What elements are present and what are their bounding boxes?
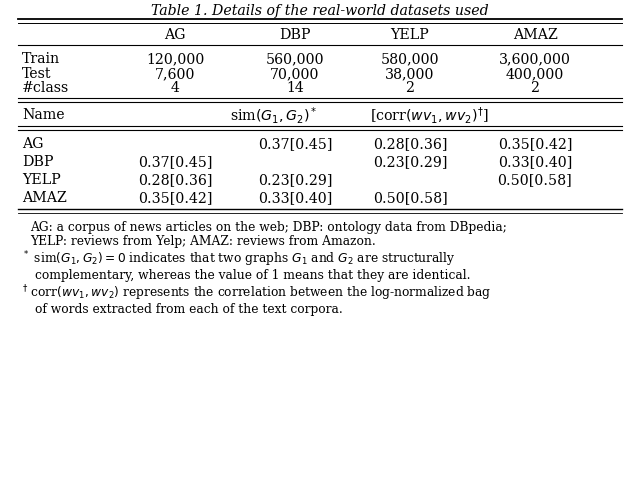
Text: 70,000: 70,000 (270, 67, 320, 81)
Text: 0.35[0.42]: 0.35[0.42] (138, 191, 212, 205)
Text: AMAZ: AMAZ (513, 28, 557, 42)
Text: Name: Name (22, 108, 65, 122)
Text: 0.37[0.45]: 0.37[0.45] (258, 137, 332, 151)
Text: #class: #class (22, 81, 69, 95)
Text: [corr$(wv_1,wv_2)^{\dagger}$]: [corr$(wv_1,wv_2)^{\dagger}$] (370, 104, 489, 125)
Text: 2: 2 (406, 81, 415, 95)
Text: 580,000: 580,000 (381, 52, 439, 66)
Text: AG: AG (22, 137, 44, 151)
Text: 0.50[0.58]: 0.50[0.58] (498, 173, 572, 187)
Text: 2: 2 (531, 81, 540, 95)
Text: $^{\dagger}$ corr$(wv_1,wv_2)$ represents the correlation between the log-normal: $^{\dagger}$ corr$(wv_1,wv_2)$ represent… (22, 283, 492, 303)
Text: YELP: reviews from Yelp; AMAZ: reviews from Amazon.: YELP: reviews from Yelp; AMAZ: reviews f… (30, 236, 376, 248)
Text: 0.33[0.40]: 0.33[0.40] (258, 191, 332, 205)
Text: 7,600: 7,600 (155, 67, 195, 81)
Text: 0.23[0.29]: 0.23[0.29] (372, 155, 447, 169)
Text: 0.37[0.45]: 0.37[0.45] (138, 155, 212, 169)
Text: DBP: DBP (279, 28, 311, 42)
Text: 38,000: 38,000 (385, 67, 435, 81)
Text: AG: a corpus of news articles on the web; DBP: ontology data from DBpedia;: AG: a corpus of news articles on the web… (30, 221, 507, 233)
Text: 400,000: 400,000 (506, 67, 564, 81)
Text: AG: AG (164, 28, 186, 42)
Text: Table 1. Details of the real-world datasets used: Table 1. Details of the real-world datas… (151, 4, 489, 18)
Text: Test: Test (22, 67, 51, 81)
Text: 3,600,000: 3,600,000 (499, 52, 571, 66)
Text: complementary, whereas the value of 1 means that they are identical.: complementary, whereas the value of 1 me… (35, 268, 470, 282)
Text: 0.28[0.36]: 0.28[0.36] (138, 173, 212, 187)
Text: sim$(G_1,G_2)^*$: sim$(G_1,G_2)^*$ (230, 104, 317, 125)
Text: 560,000: 560,000 (266, 52, 324, 66)
Text: Train: Train (22, 52, 60, 66)
Text: of words extracted from each of the text corpora.: of words extracted from each of the text… (35, 303, 343, 316)
Text: 0.33[0.40]: 0.33[0.40] (498, 155, 572, 169)
Text: 0.23[0.29]: 0.23[0.29] (258, 173, 332, 187)
Text: $^*$ sim$(G_1,G_2)=0$ indicates that two graphs $G_1$ and $G_2$ are structurally: $^*$ sim$(G_1,G_2)=0$ indicates that two… (22, 249, 456, 269)
Text: 0.28[0.36]: 0.28[0.36] (372, 137, 447, 151)
Text: 0.35[0.42]: 0.35[0.42] (498, 137, 572, 151)
Text: YELP: YELP (22, 173, 61, 187)
Text: DBP: DBP (22, 155, 54, 169)
Text: 14: 14 (286, 81, 304, 95)
Text: 0.50[0.58]: 0.50[0.58] (372, 191, 447, 205)
Text: YELP: YELP (390, 28, 429, 42)
Text: 120,000: 120,000 (146, 52, 204, 66)
Text: 4: 4 (171, 81, 179, 95)
Text: AMAZ: AMAZ (22, 191, 67, 205)
